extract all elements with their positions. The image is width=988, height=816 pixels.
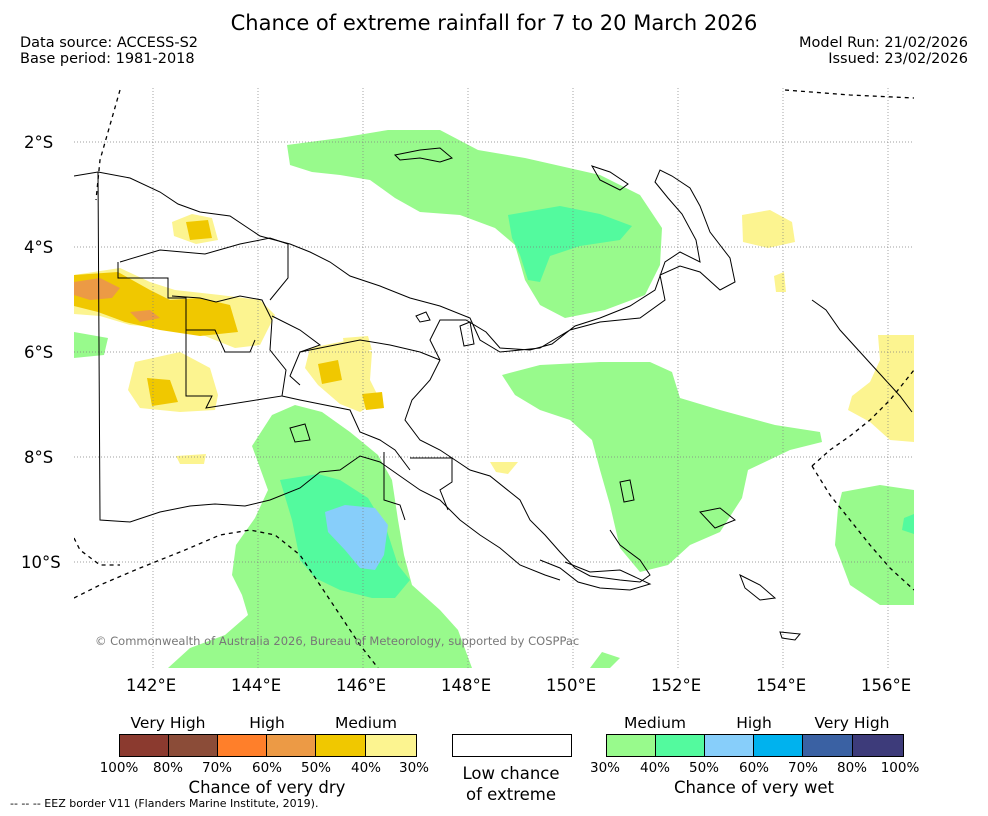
eez-footnote: -- -- -- EEZ border V11 (Flanders Marine… — [10, 797, 319, 810]
low-caption-line1: Low chance — [462, 764, 560, 783]
lon-label: 148°E — [441, 676, 492, 695]
dry-level-high: High — [249, 714, 285, 732]
lon-label: 154°E — [756, 676, 807, 695]
map-title: Chance of extreme rainfall for 7 to 20 M… — [230, 11, 758, 35]
wet-swatch — [803, 735, 853, 756]
wet-tick: 40% — [639, 760, 671, 776]
dry-level-very-high: Very High — [130, 714, 206, 732]
wet-tick: 60% — [738, 760, 770, 776]
wet-level-high: High — [736, 714, 772, 732]
lat-label: 2°S — [24, 133, 54, 152]
wet-tick: 70% — [787, 760, 819, 776]
eez-border — [74, 89, 914, 668]
dry-tick: 80% — [152, 760, 184, 776]
low-chance-swatch — [452, 734, 572, 757]
dry-tick: 100% — [99, 760, 139, 776]
base-period: Base period: 1981-2018 — [20, 51, 195, 67]
dry-swatch — [169, 735, 218, 756]
dry-tick: 30% — [398, 760, 430, 776]
wet-tick: 80% — [836, 760, 868, 776]
model-run: Model Run: 21/02/2026 — [798, 35, 968, 51]
dry-swatch — [366, 735, 416, 756]
coastline — [74, 147, 913, 641]
dry-tick: 70% — [201, 760, 233, 776]
dry-swatch — [267, 735, 316, 756]
wet-caption: Chance of very wet — [674, 778, 834, 797]
dry-colorbar — [119, 734, 417, 757]
lat-label: 6°S — [24, 343, 54, 362]
dry-tick: 40% — [350, 760, 382, 776]
wet-swatch — [705, 735, 754, 756]
wet-tick: 30% — [589, 760, 621, 776]
wet-colorbar — [606, 734, 904, 757]
lon-label: 150°E — [546, 676, 597, 695]
lon-label: 146°E — [336, 676, 387, 695]
lon-label: 156°E — [861, 676, 912, 695]
graticule — [74, 88, 914, 668]
copyright-note: © Commonwealth of Australia 2026, Bureau… — [95, 634, 580, 648]
lon-label: 152°E — [651, 676, 702, 695]
wet-swatch — [754, 735, 803, 756]
lon-label: 142°E — [126, 676, 177, 695]
issued-date: Issued: 23/02/2026 — [828, 51, 968, 67]
dry-swatch — [218, 735, 267, 756]
wet-tick: 100% — [880, 760, 920, 776]
wet-50-area — [325, 505, 388, 570]
dry-tick: 50% — [300, 760, 332, 776]
lat-label: 8°S — [24, 448, 54, 467]
wet-level-very-high: Very High — [814, 714, 890, 732]
lat-label: 10°S — [21, 553, 61, 572]
data-source: Data source: ACCESS-S2 — [20, 35, 199, 51]
dry-60-areas — [74, 278, 160, 322]
wet-swatch — [656, 735, 705, 756]
dry-tick: 60% — [251, 760, 283, 776]
dry-level-medium: Medium — [335, 714, 397, 732]
wet-swatch — [607, 735, 656, 756]
dry-swatch — [316, 735, 366, 756]
province-borders — [117, 237, 453, 521]
wet-tick: 50% — [688, 760, 720, 776]
lon-label: 144°E — [231, 676, 282, 695]
dry-caption: Chance of very dry — [188, 778, 346, 797]
wet-swatch — [853, 735, 903, 756]
dry-swatch — [120, 735, 169, 756]
low-caption-line2: of extreme — [465, 785, 557, 804]
wet-level-medium: Medium — [624, 714, 686, 732]
lat-label: 4°S — [24, 238, 54, 257]
